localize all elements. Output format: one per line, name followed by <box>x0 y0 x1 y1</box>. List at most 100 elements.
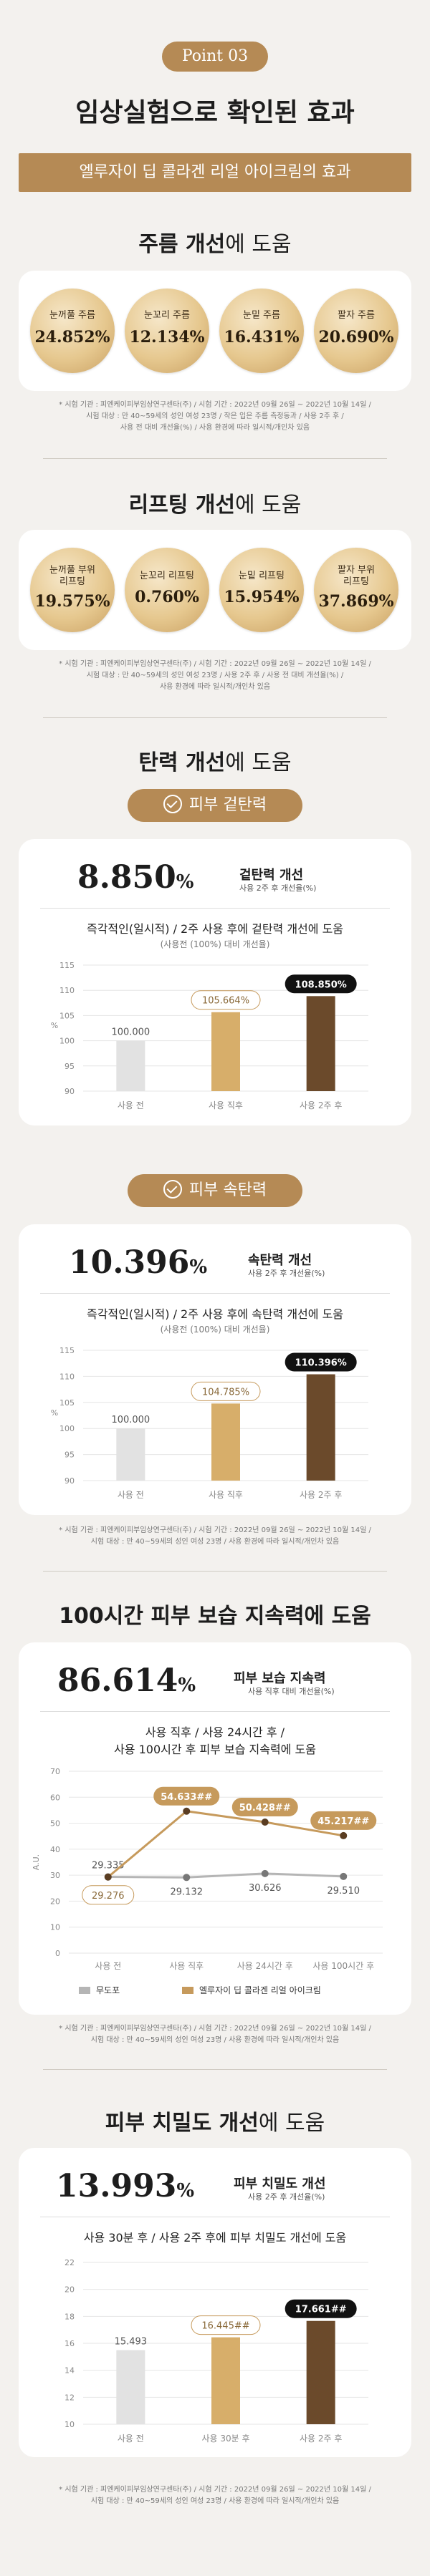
y-axis-label: % <box>51 1021 58 1030</box>
footnote-line: 시험 대상 : 만 40~59세의 성인 여성 23명 / 작은 입은 주름 측… <box>86 412 344 420</box>
data-label: 100.000 <box>111 1027 150 1038</box>
data-point <box>104 1873 112 1881</box>
density-caption: 사용 30분 후 / 사용 2주 후에 피부 치밀도 개선에 도움 <box>83 2231 347 2245</box>
x-tick-label: 사용 직후 <box>169 1961 204 1971</box>
moisture-chart: 0 10 20 30 40 50 60 70 A.U. 사용 전 사용 직후 사용 24시간 후 사용 … <box>32 1767 383 1995</box>
wrinkle-medal-value: 20.690% <box>318 328 394 347</box>
bar <box>306 1374 335 1481</box>
density-rate-value: 13.993 <box>56 2168 177 2204</box>
card-rule <box>40 908 390 909</box>
data-point <box>183 1807 191 1815</box>
lifting-medal-label: 리프팅 <box>59 576 85 587</box>
inner-elasticity-rate: 10.396% <box>69 1244 207 1281</box>
wrinkle-medal-label: 팔자 주름 <box>338 310 375 321</box>
inner-elasticity-caption-note: (사용전 (100%) 대비 개선율) <box>160 1325 270 1335</box>
series-line <box>107 1810 344 1878</box>
lifting-title: 리프팅 개선에 도움 <box>0 487 430 518</box>
lifting-medal: 눈밑 리프팅 15.954% <box>219 548 304 632</box>
inner-elasticity-chart: 90 95 100 105 110 115% 사용 전 100.000 사용 직후 104.785… <box>51 1346 368 1500</box>
wrinkle-medal-value: 12.134% <box>129 328 205 347</box>
series-line <box>108 1872 344 1879</box>
x-tick-label: 사용 2주 후 <box>300 1100 342 1110</box>
bar <box>211 2337 240 2424</box>
moisture-caption: 사용 직후 / 사용 24시간 후 / <box>145 1725 285 1739</box>
value-pill <box>310 1811 377 1830</box>
density-label: 피부 치밀도 개선 <box>234 2176 326 2192</box>
y-tick-label: 110 <box>59 1372 75 1381</box>
inner-elasticity-card: 10.396% 속탄력 개선 사용 2주 후 개선율(%) 즉각적인(일시적) … <box>19 1224 411 1515</box>
y-tick-label: 90 <box>64 1087 75 1096</box>
wrinkle-medal: 눈꺼풀 주름 24.852% <box>30 289 115 373</box>
bar <box>211 1403 240 1481</box>
footnote-line: 사용 환경에 따라 일시적/개인차 있음 <box>159 683 271 691</box>
legend-label: 엘루자이 딥 콜라겐 리얼 아이크림 <box>199 1985 321 1995</box>
inner-elasticity-rate-value: 10.396 <box>69 1244 190 1281</box>
density-sublabel: 사용 2주 후 개선율(%) <box>248 2192 325 2202</box>
section-divider <box>43 717 387 718</box>
data-label: 29.335 <box>92 1861 125 1872</box>
x-tick-label: 사용 전 <box>118 1100 144 1110</box>
y-tick-label: 95 <box>64 1062 75 1071</box>
check-circle-icon <box>163 1180 182 1199</box>
footnote-line: 시험 대상 : 만 40~59세의 성인 여성 23명 / 사용 환경에 따라 … <box>90 1538 340 1546</box>
y-tick-label: 100 <box>59 1424 75 1433</box>
data-label: 29.276 <box>92 1891 125 1902</box>
wrinkle-title: 주름 개선에 도움 <box>0 226 430 258</box>
x-tick-label: 사용 100시간 후 <box>312 1961 374 1971</box>
section-divider <box>43 458 387 459</box>
percent-sign: % <box>189 1256 208 1278</box>
elasticity-title: 탄력 개선에 도움 <box>0 745 430 776</box>
y-tick-label: 12 <box>64 2393 75 2402</box>
lifting-medal-label: 눈꼬리 리프팅 <box>140 571 194 581</box>
bar <box>116 2350 145 2424</box>
data-label: 54.633## <box>161 1792 212 1803</box>
outer-elasticity-sublabel: 사용 2주 후 개선율(%) <box>239 883 317 893</box>
y-tick-label: 40 <box>50 1845 60 1854</box>
lifting-medal-value: 15.954% <box>224 588 300 606</box>
y-tick-label: 95 <box>64 1451 75 1460</box>
footnote-line: 시험 대상 : 만 40~59세의 성인 여성 23명 / 사용 환경에 따라 … <box>90 2036 340 2044</box>
wrinkle-medal-label: 눈꺼풀 주름 <box>49 310 95 321</box>
x-tick-label: 사용 2주 후 <box>300 1490 342 1500</box>
value-pill <box>285 1352 357 1372</box>
lifting-medal: 눈꼬리 리프팅 0.760% <box>125 548 209 632</box>
moisture-title: 100시간 피부 보습 지속력에 도움 <box>59 1604 371 1629</box>
x-tick-label: 사용 직후 <box>209 1490 243 1500</box>
wrinkle-medal: 팔자 주름 20.690% <box>314 289 398 373</box>
footnote-line: * 시험 기관 : 피엔케이피부임상연구센타(주) / 시험 기간 : 2022… <box>59 660 371 668</box>
moisture-sublabel: 사용 직후 대비 개선율(%) <box>248 1687 335 1696</box>
data-label: 104.785% <box>202 1387 249 1398</box>
outer-elasticity-tag-label: 피부 겉탄력 <box>188 796 267 814</box>
lifting-medal-label: 리프팅 <box>343 576 369 587</box>
moisture-footnote: * 시험 기관 : 피엔케이피부임상연구센타(주) / 시험 기간 : 2022… <box>43 2023 387 2046</box>
moisture-rate: 86.614% <box>57 1662 196 1699</box>
wrinkle-medal-label: 눈꼬리 주름 <box>144 310 190 321</box>
data-point <box>261 1869 269 1877</box>
moisture-card: 86.614% 피부 보습 지속력 사용 직후 대비 개선율(%) 사용 직후 … <box>19 1642 411 2015</box>
density-title-rest: 에 도움 <box>258 2111 325 2136</box>
y-tick-label: 10 <box>50 1923 60 1932</box>
wrinkle-title-bold: 주름 개선 <box>138 232 226 257</box>
data-label: 108.850% <box>295 979 347 990</box>
legend-swatch <box>79 1987 90 1994</box>
value-pill <box>153 1786 220 1806</box>
percent-sign: % <box>176 2180 195 2202</box>
data-label: 29.132 <box>171 1887 204 1897</box>
value-pill <box>191 990 261 1010</box>
lifting-title-rest: 에 도움 <box>235 493 302 518</box>
footnote-line: 시험 대상 : 만 40~59세의 성인 여성 23명 / 사용 환경에 따라 … <box>90 2497 340 2505</box>
inner-elasticity-tag-label: 피부 속탄력 <box>188 1181 267 1199</box>
density-title: 피부 치밀도 개선에 도움 <box>0 2105 430 2136</box>
density-card: 13.993% 피부 치밀도 개선 사용 2주 후 개선율(%) 사용 30분 … <box>19 2148 411 2457</box>
y-axis-label: % <box>51 1408 58 1418</box>
density-footnote: * 시험 기관 : 피엔케이피부임상연구센타(주) / 시험 기간 : 2022… <box>43 2484 387 2507</box>
page-title: 임상실험으로 확인된 효과 <box>75 98 355 127</box>
lifting-medal-value: 37.869% <box>318 592 394 611</box>
wrinkle-footnote: * 시험 기관 : 피엔케이피부임상연구센타(주) / 시험 기간 : 2022… <box>43 400 387 434</box>
y-tick-label: 18 <box>64 2312 75 2321</box>
lifting-medal-label: 눈꺼풀 부위 <box>49 565 95 576</box>
x-tick-label: 사용 30분 후 <box>201 2434 249 2444</box>
y-tick-label: 100 <box>59 1037 75 1046</box>
y-tick-label: 14 <box>64 2366 75 2376</box>
